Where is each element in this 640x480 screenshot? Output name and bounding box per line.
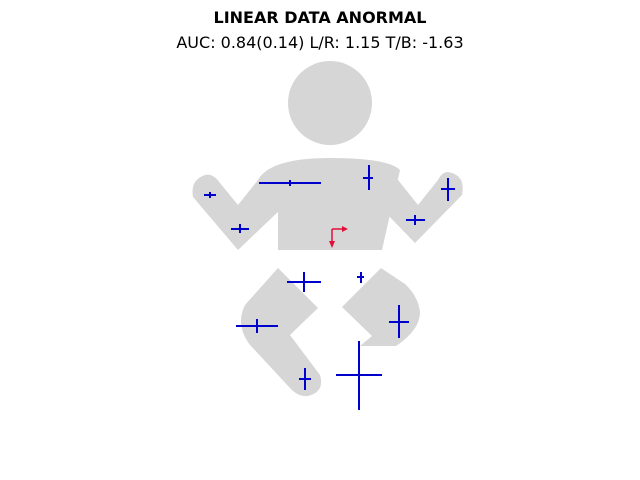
marker-cross <box>236 319 278 333</box>
marker-cross <box>287 272 321 292</box>
marker-cross <box>363 165 373 190</box>
marker-cross <box>231 224 249 233</box>
figure-subtitle: AUC: 0.84(0.14) L/R: 1.15 T/B: -1.63 <box>176 33 464 52</box>
marker-cross <box>441 178 455 201</box>
torso-shape <box>258 158 400 250</box>
marker-cross <box>336 341 382 410</box>
right-leg-shape <box>342 268 420 346</box>
left-arm-shape <box>192 174 280 250</box>
left-leg-shape <box>241 268 322 397</box>
marker-cross <box>259 180 321 186</box>
marker-layer <box>204 165 455 410</box>
marker-cross <box>204 192 216 198</box>
marker-cross <box>299 368 311 390</box>
marker-cross <box>389 305 409 338</box>
figure-title: LINEAR DATA ANORMAL <box>213 8 427 27</box>
center-arrow-icon <box>329 226 348 248</box>
head-shape <box>288 61 372 145</box>
marker-cross <box>406 215 425 225</box>
marker-cross <box>357 272 364 283</box>
right-arm-shape <box>385 170 463 243</box>
